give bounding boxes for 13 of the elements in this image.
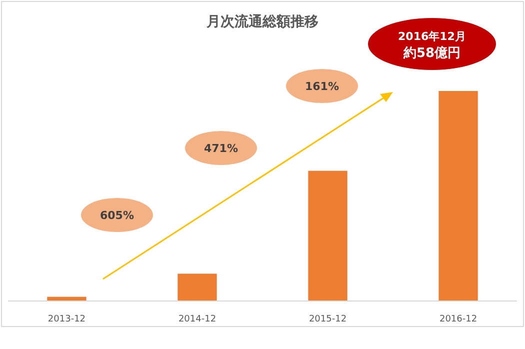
text: 2016年12月 [398,30,466,43]
text: 約58億円 [402,45,461,61]
bar [178,274,217,301]
bar [308,170,348,301]
annotation: 471% [204,142,238,155]
annotation: 161% [305,80,339,93]
x-tick-label: 2013-12 [48,314,86,324]
bar [438,91,478,301]
annotation: 605% [100,209,134,222]
chart-title: 月次流通総額推移 [206,13,318,30]
x-tick-label: 2016-12 [439,314,478,324]
x-tick-label: 2014-12 [178,314,216,324]
x-tick-label: 2015-12 [308,314,347,324]
